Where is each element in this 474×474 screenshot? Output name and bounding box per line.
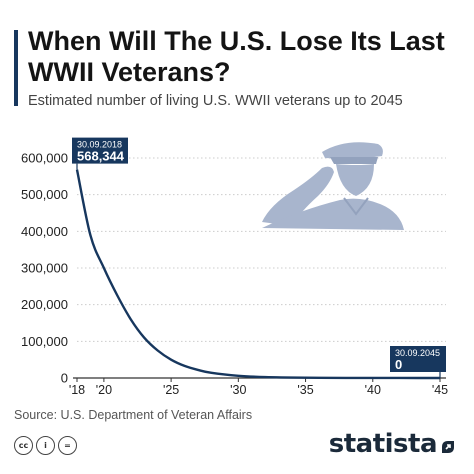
callout-date: 30.09.2018 — [77, 140, 122, 150]
x-tick-label: '18 — [69, 383, 85, 397]
y-tick-label: 400,000 — [21, 224, 68, 239]
callout-box — [390, 346, 446, 372]
chart-subtitle: Estimated number of living U.S. WWII vet… — [28, 93, 403, 109]
x-tick-label: '40 — [365, 383, 381, 397]
x-tick-label: '20 — [96, 383, 112, 397]
y-tick-label: 600,000 — [21, 151, 68, 166]
x-tick-label: '35 — [297, 383, 313, 397]
y-tick-label: 300,000 — [21, 261, 68, 276]
y-tick-label: 0 — [61, 371, 68, 386]
info-icon[interactable]: i — [36, 436, 55, 455]
y-tick-label: 100,000 — [21, 334, 68, 349]
y-tick-label: 500,000 — [21, 187, 68, 202]
statista-logo[interactable]: statista — [329, 429, 456, 459]
x-tick-label: '30 — [230, 383, 246, 397]
brand-name: statista — [328, 429, 438, 459]
source-note: Source: U.S. Department of Veteran Affai… — [14, 408, 253, 422]
title-accent-bar — [14, 30, 18, 106]
chart-title: When Will The U.S. Lose Its Last WWII Ve… — [28, 26, 445, 87]
statista-mark-icon — [442, 441, 454, 453]
x-tick-label: '25 — [163, 383, 179, 397]
callout-value: 0 — [395, 357, 402, 372]
x-tick-label: '45 — [432, 383, 448, 397]
callout-date: 30.09.2045 — [395, 348, 440, 358]
license-icons: cc i = — [14, 436, 77, 455]
series-line — [75, 169, 441, 380]
cc-icon[interactable]: cc — [14, 436, 33, 455]
equals-icon[interactable]: = — [58, 436, 77, 455]
y-tick-label: 200,000 — [21, 297, 68, 312]
callout-box — [72, 137, 128, 164]
callout-value: 568,344 — [77, 149, 125, 164]
saluting-soldier-icon — [262, 142, 404, 230]
